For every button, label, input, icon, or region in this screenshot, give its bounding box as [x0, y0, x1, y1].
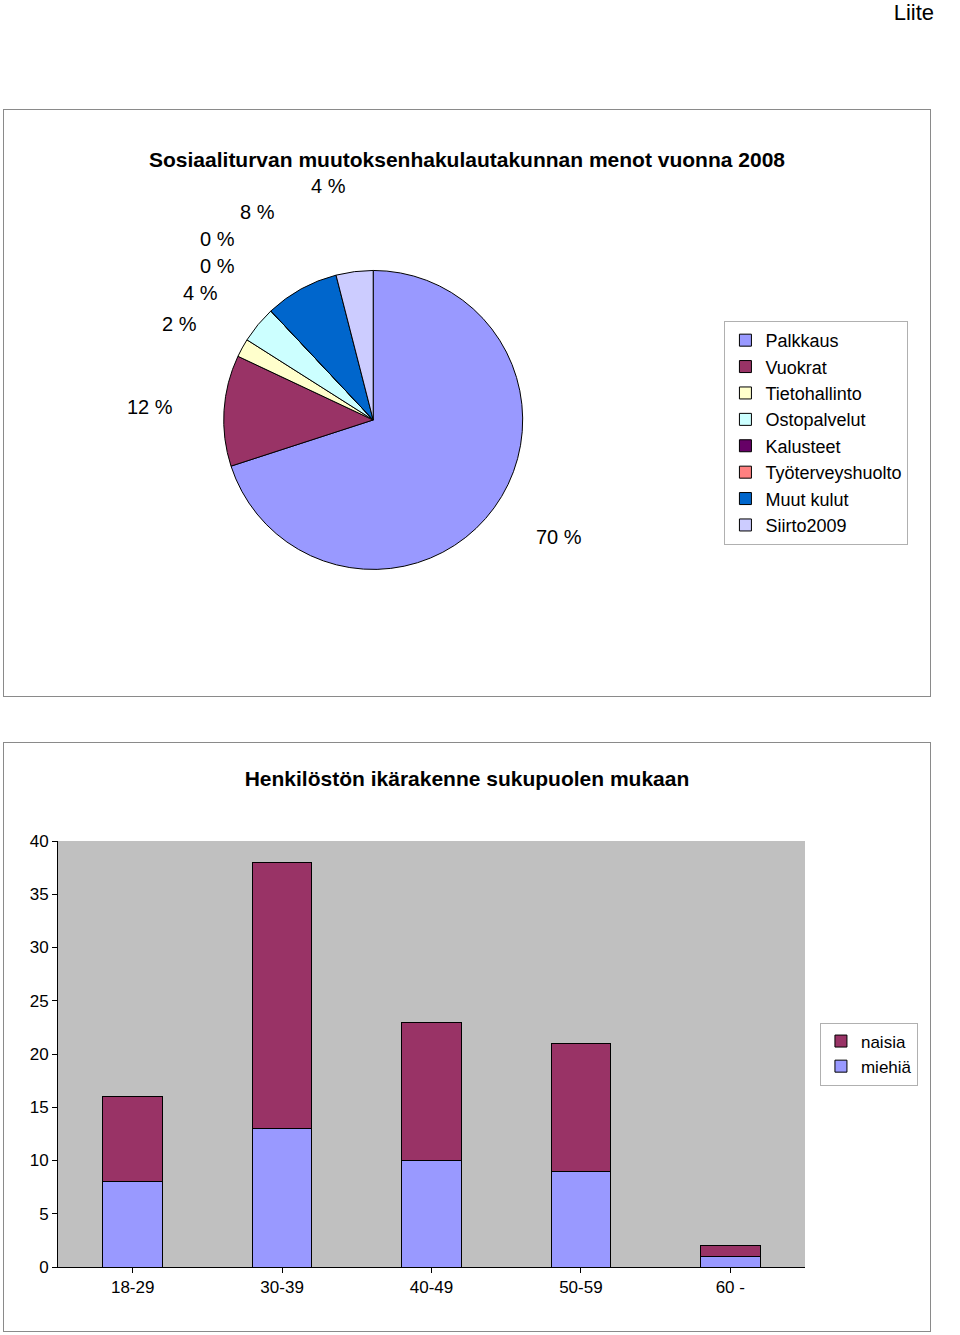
svg-text:0 %: 0 % [200, 228, 235, 250]
svg-text:naisia: naisia [861, 1033, 906, 1052]
svg-text:50-59: 50-59 [559, 1278, 602, 1297]
svg-text:40: 40 [30, 832, 49, 851]
svg-text:0: 0 [39, 1258, 48, 1277]
svg-text:5: 5 [39, 1205, 48, 1224]
svg-text:Kalusteet: Kalusteet [765, 437, 840, 457]
svg-text:35: 35 [30, 885, 49, 904]
svg-text:10: 10 [30, 1151, 49, 1170]
svg-text:60 -: 60 - [716, 1278, 745, 1297]
svg-text:Muut kulut: Muut kulut [765, 490, 848, 510]
svg-text:15: 15 [30, 1098, 49, 1117]
svg-text:30: 30 [30, 938, 49, 957]
html-text:Liite: Liite [893, 0, 934, 25]
svg-text:4 %: 4 % [311, 175, 346, 197]
svg-text:Sosiaaliturvan muutoksenhakula: Sosiaaliturvan muutoksenhakulautakunnan … [149, 148, 785, 171]
svg-text:30-39: 30-39 [260, 1278, 303, 1297]
svg-text:8 %: 8 % [240, 201, 275, 223]
svg-text:Siirto2009: Siirto2009 [765, 516, 846, 536]
svg-text:25: 25 [30, 992, 49, 1011]
svg-text:Ostopalvelut: Ostopalvelut [765, 410, 865, 430]
svg-text:2 %: 2 % [162, 313, 197, 335]
svg-text:Vuokrat: Vuokrat [765, 358, 826, 378]
svg-text:18-29: 18-29 [111, 1278, 154, 1297]
svg-text:Palkkaus: Palkkaus [765, 331, 838, 351]
svg-text:miehiä: miehiä [861, 1058, 912, 1077]
svg-text:40-49: 40-49 [410, 1278, 453, 1297]
svg-text:20: 20 [30, 1045, 49, 1064]
svg-text:0 %: 0 % [200, 255, 235, 277]
svg-text:4 %: 4 % [183, 282, 218, 304]
svg-text:70 %: 70 % [536, 526, 582, 548]
svg-text:Henkilöstön ikärakenne sukupuo: Henkilöstön ikärakenne sukupuolen mukaan [245, 767, 690, 790]
svg-text:Tietohallinto: Tietohallinto [765, 384, 861, 404]
svg-text:12 %: 12 % [127, 396, 173, 418]
svg-text:Työterveyshuolto: Työterveyshuolto [765, 463, 901, 483]
